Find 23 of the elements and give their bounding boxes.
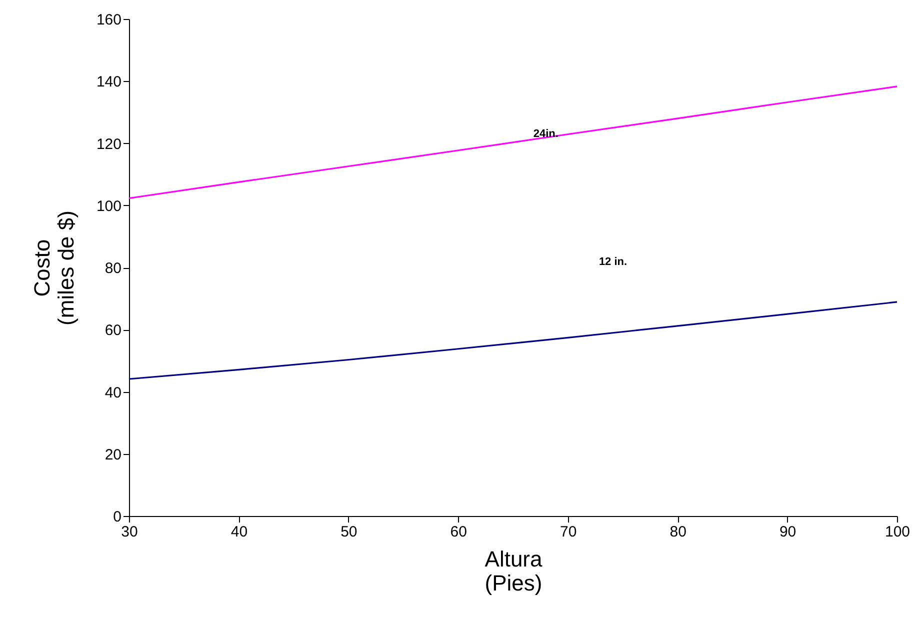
x-tick-label: 40 — [230, 524, 248, 540]
y-tick-label: 120 — [96, 136, 122, 153]
y-tick-label: 20 — [104, 446, 122, 464]
y-tick-label: 80 — [104, 260, 122, 277]
x-tick-label: 60 — [450, 524, 467, 540]
x-tick-label: 100 — [884, 524, 910, 540]
y-tick-label: 40 — [104, 384, 122, 402]
x-tick-label: 50 — [340, 524, 358, 540]
y-axis-title: Costo (miles de $) — [29, 210, 78, 326]
x-tick-label: 80 — [670, 524, 686, 540]
line-series — [128, 301, 898, 380]
annotation: 12 in. — [598, 256, 628, 268]
y-tick-label: 100 — [96, 198, 122, 215]
x-axis-title: Altura (Pies) — [484, 546, 543, 596]
x-tick-label: 70 — [560, 524, 577, 540]
y-tick-label: 0 — [113, 508, 122, 526]
y-tick-label: 160 — [96, 12, 122, 28]
annotation: 24in. — [533, 128, 558, 140]
line-series — [128, 86, 898, 200]
x-tick-label: 90 — [779, 524, 796, 540]
y-tick-label: 140 — [96, 74, 122, 91]
x-tick-label: 30 — [121, 524, 138, 540]
y-tick-label: 60 — [104, 322, 122, 340]
